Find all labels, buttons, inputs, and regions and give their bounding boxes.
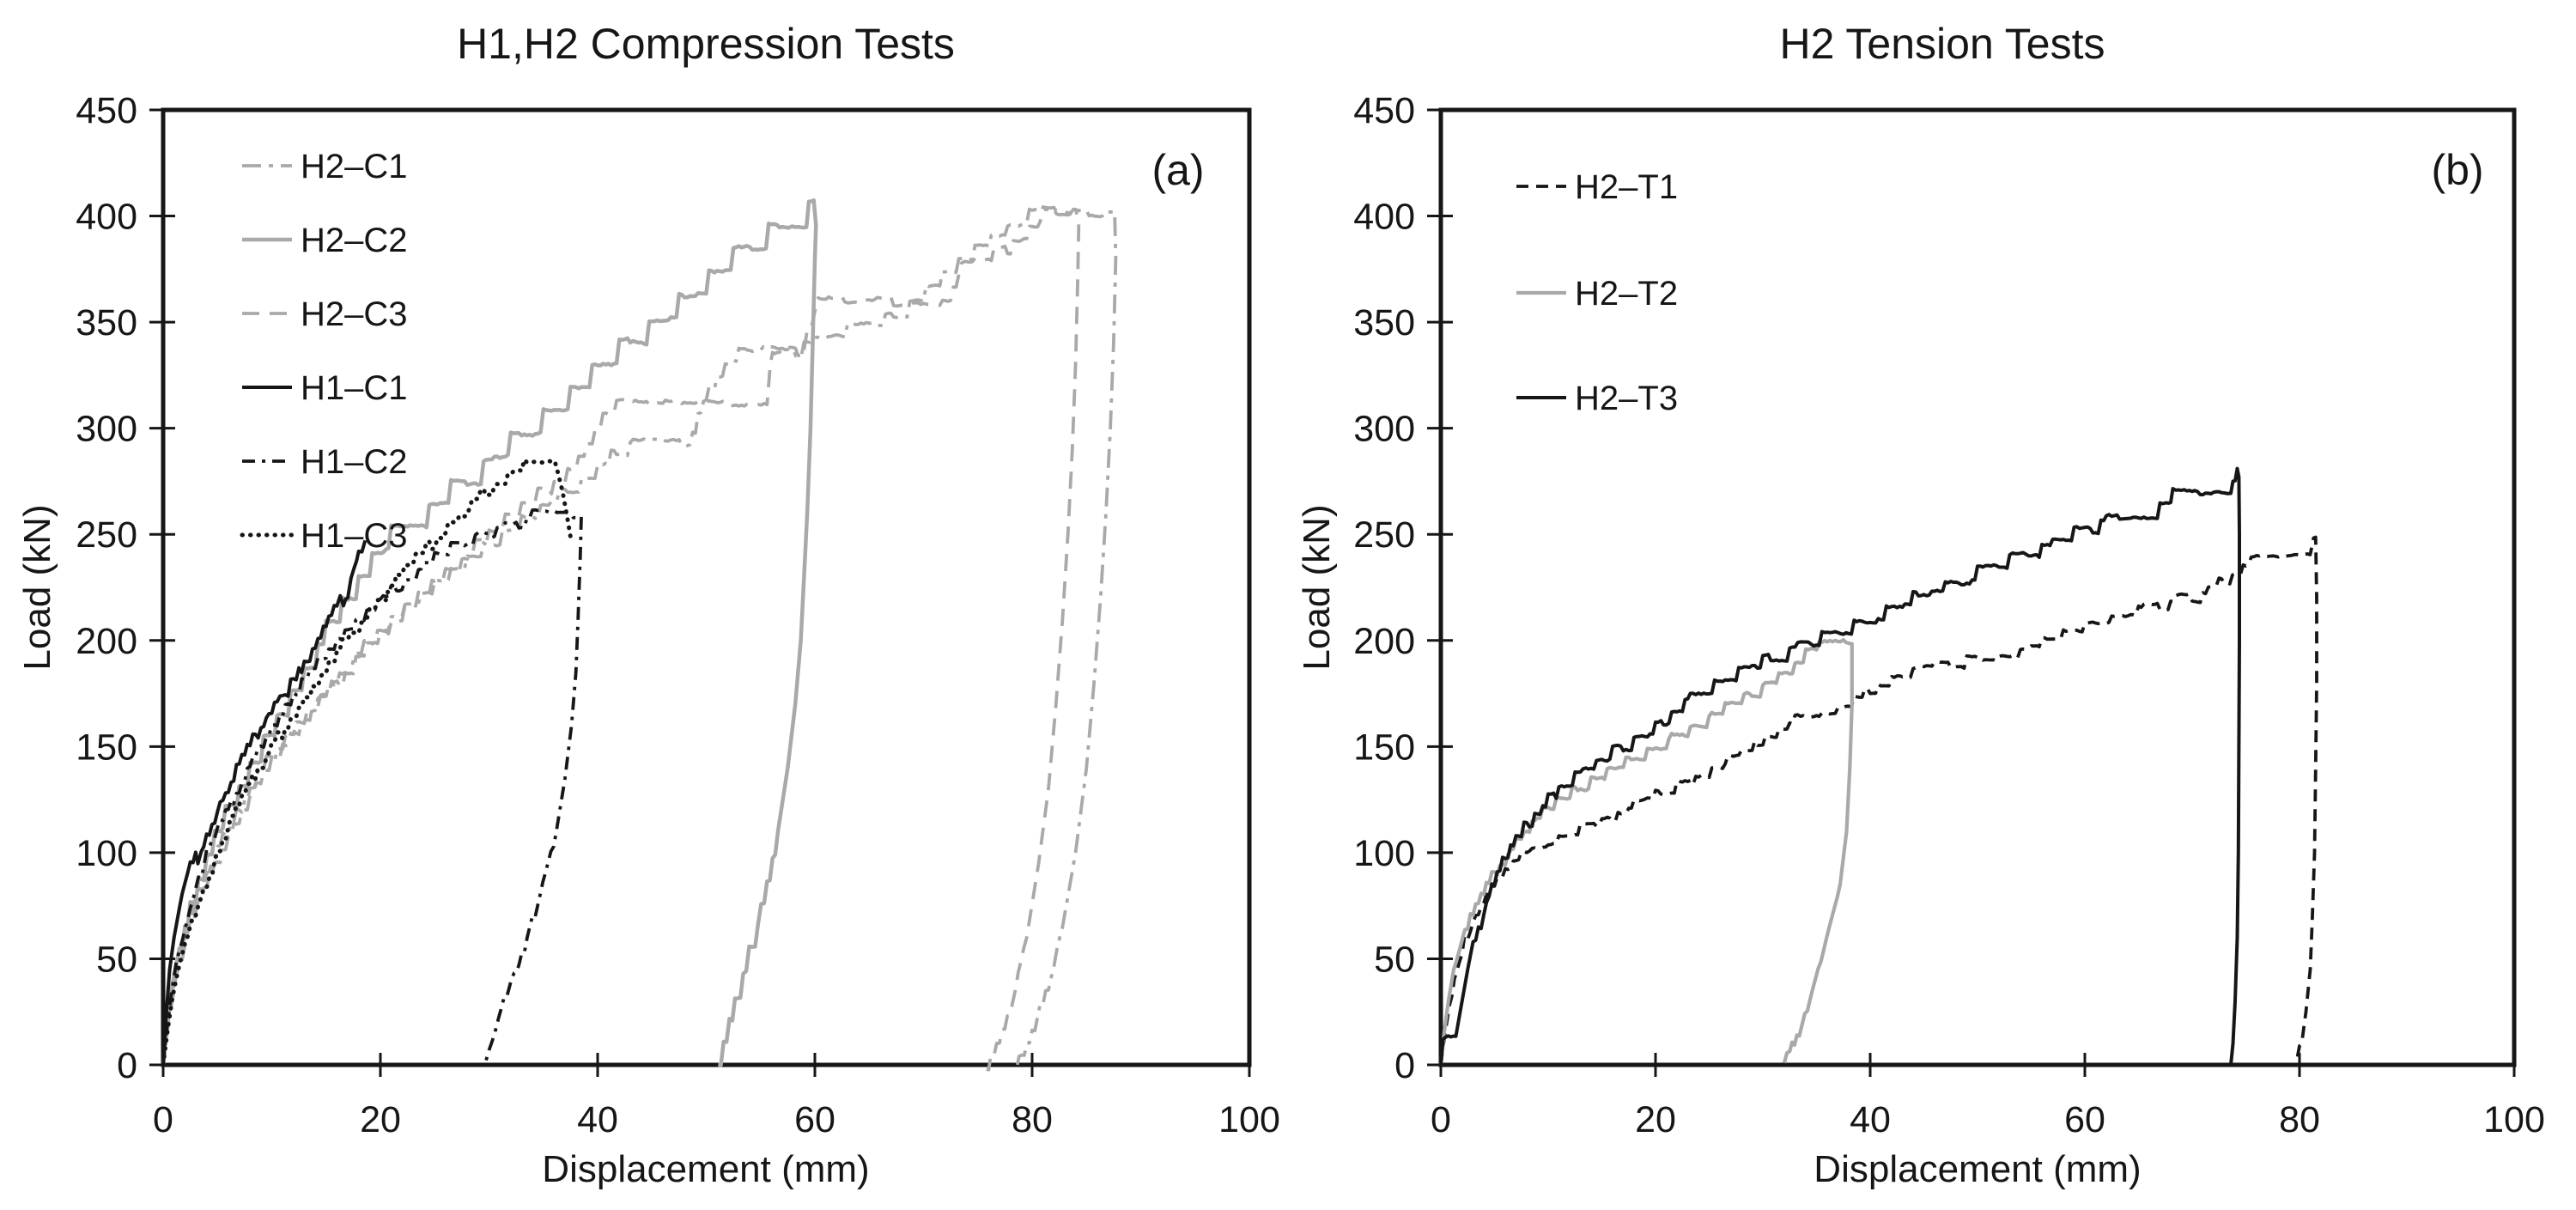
x-axis-title: Displacement (mm) [1814, 1148, 2141, 1190]
series-H1-C2 [161, 508, 583, 1066]
y-tick-label: 50 [96, 939, 137, 980]
x-tick-label: 80 [2279, 1099, 2320, 1140]
legend-label-H2-T3: H2–T3 [1575, 380, 1678, 417]
plot-frame [1438, 107, 2517, 1067]
x-tick-label: 100 [2483, 1099, 2545, 1140]
y-tick-label: 350 [76, 302, 137, 344]
x-tick-label: 20 [360, 1099, 401, 1140]
x-tick-label: 60 [794, 1099, 835, 1140]
y-tick-label: 200 [76, 621, 137, 662]
legend-label-H2-T1: H2–T1 [1575, 168, 1678, 206]
legend-label-H1-C1: H1–C1 [301, 369, 408, 407]
series-H1-C3 [161, 457, 574, 1067]
legend-label-H1-C3: H1–C3 [301, 517, 408, 555]
legend-label-H2-T2: H2–T2 [1575, 275, 1678, 313]
x-tick-label: 80 [1012, 1099, 1053, 1140]
panel-label: (a) [1151, 146, 1204, 194]
y-tick-label: 250 [1353, 514, 1415, 556]
x-tick-label: 100 [1218, 1099, 1280, 1140]
x-tick-label: 60 [2064, 1099, 2105, 1140]
plot-frame [161, 107, 1252, 1067]
x-tick-label: 40 [577, 1099, 618, 1140]
y-tick-label: 100 [76, 833, 137, 874]
chart-tension: H2 Tension Tests (b) Displacement (mm) Load… [1296, 20, 2545, 1190]
chart-title: H1,H2 Compression Tests [457, 20, 955, 68]
x-tick-label: 40 [1850, 1099, 1891, 1140]
series-H2-C3 [161, 205, 1081, 1072]
y-tick-label: 0 [1394, 1045, 1415, 1086]
chart-title: H2 Tension Tests [1780, 20, 2105, 68]
y-tick-label: 300 [1353, 409, 1415, 450]
x-tick-label: 0 [1431, 1099, 1451, 1140]
series-H2-T3 [1439, 466, 2241, 1066]
legend-label-H2-C1: H2–C1 [301, 148, 408, 185]
series-H2-C1 [161, 207, 1118, 1072]
legend-label-H1-C2: H1–C2 [301, 443, 408, 481]
y-tick-label: 300 [76, 409, 137, 450]
y-tick-label: 150 [76, 727, 137, 768]
y-tick-label: 100 [1353, 833, 1415, 874]
panel-label: (b) [2431, 146, 2483, 194]
y-tick-label: 150 [1353, 727, 1415, 768]
x-axis-title: Displacement (mm) [542, 1148, 869, 1190]
legend: H2–C1 H2–C2 H2–C3 H1–C1 H1–C2 H1–C3 [240, 148, 408, 555]
legend-label-H2-C3: H2–C3 [301, 295, 408, 333]
y-tick-label: 200 [1353, 621, 1415, 662]
chart-compression: H1,H2 Compression Tests (a) Displacement (… [16, 20, 1280, 1190]
y-tick-label: 50 [1374, 939, 1415, 980]
series-H2-C2 [161, 198, 818, 1067]
y-tick-label: 350 [1353, 302, 1415, 344]
series-H2-T1 [1439, 535, 2318, 1067]
y-tick-label: 250 [76, 514, 137, 556]
legend: H2–T1 H2–T2 H2–T3 [1516, 168, 1678, 417]
x-tick-label: 0 [153, 1099, 173, 1140]
tick-marks [1427, 108, 2516, 1077]
series-H1-C1 [161, 539, 368, 1066]
legend-label-H2-C2: H2–C2 [301, 222, 408, 259]
y-tick-label: 400 [1353, 197, 1415, 238]
x-tick-label: 20 [1635, 1099, 1676, 1140]
y-tick-label: 450 [1353, 90, 1415, 131]
y-tick-label: 400 [76, 197, 137, 238]
series-H2-T2 [1438, 638, 1854, 1066]
y-axis-title: Load (kN) [16, 504, 58, 670]
y-tick-label: 450 [76, 90, 137, 131]
y-tick-label: 0 [117, 1045, 137, 1086]
y-axis-title: Load (kN) [1296, 504, 1338, 670]
